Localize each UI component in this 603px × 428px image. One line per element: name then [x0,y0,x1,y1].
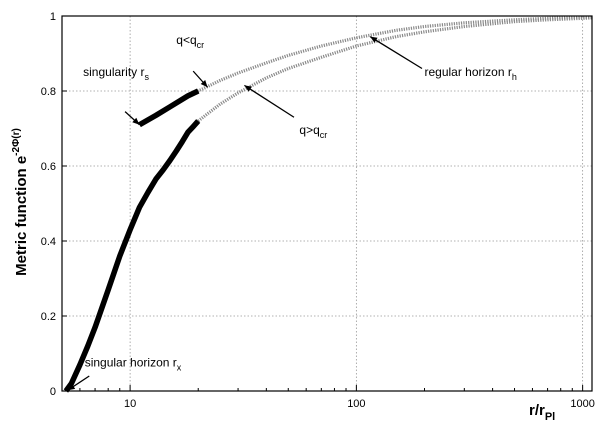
series-line-upper-thick [138,88,200,128]
singularity-label: singularity rs [83,65,149,82]
q-greater-arrow [244,84,295,118]
y-tick-label: 0.4 [41,236,56,248]
series-line-upper-thin [138,15,593,127]
q-greater-label: q>qcr [299,123,327,140]
regular-horizon-arrowhead [370,36,378,43]
series-line-lower-thin [197,16,593,123]
singularity-arrowhead [132,117,140,125]
y-tick-label: 0.6 [41,161,56,173]
singular-horizon-label: singular horizon rx [85,356,182,373]
grid [62,16,592,391]
x-axis-label: r/rPl [529,402,555,423]
series-line-lower-thick [63,119,201,393]
regular-horizon-label: regular horizon rh [424,65,516,82]
x-tick-label: 1000 [570,398,594,410]
x-tick-label: 10 [124,398,136,410]
singular-horizon-arrowhead [67,383,76,391]
y-tick-label: 1 [50,11,56,23]
x-tick-label: 100 [347,398,365,410]
axis-ticks: 0 0.2 0.4 0.6 0.8 1 10 100 1000 [41,11,595,410]
regular-horizon-arrow [369,36,423,70]
q-greater-arrowhead [244,85,252,92]
q-less-label: q<qcr [176,33,204,50]
plot-frame [61,15,593,392]
y-axis-label: Metric function e-2Φ(r) [11,128,30,276]
annotations: singularity rs q<qcr regular horizon rh q>q… [67,33,517,391]
y-tick-label: 0 [50,386,56,398]
series-group [63,15,593,393]
q-less-arrowhead [200,80,208,88]
y-tick-label: 0.2 [41,311,56,323]
y-tick-label: 0.8 [41,86,56,98]
